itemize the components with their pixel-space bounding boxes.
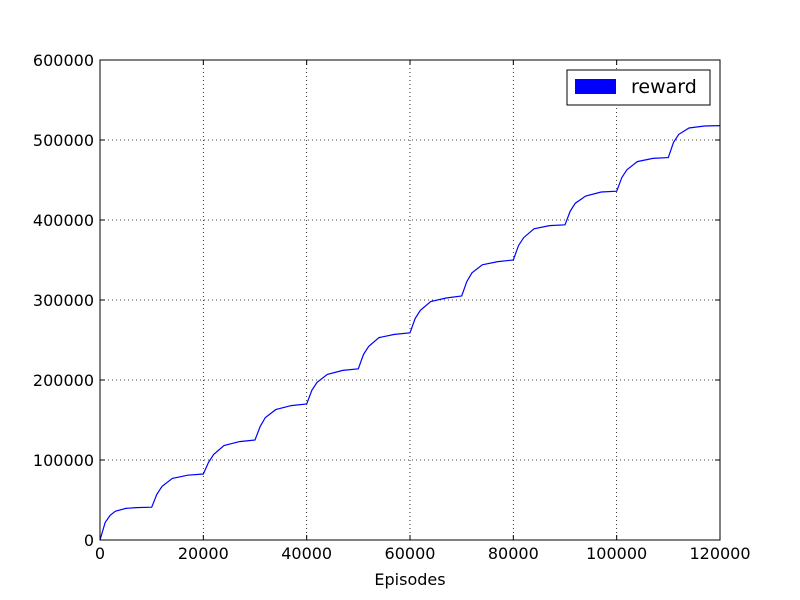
x-tick-label: 80000: [488, 544, 539, 563]
legend-swatch-reward: [575, 79, 616, 94]
y-tick-label: 0: [84, 531, 94, 550]
y-tick-label: 100000: [33, 451, 94, 470]
x-tick-label: 60000: [385, 544, 436, 563]
y-tick-label: 600000: [33, 51, 94, 70]
legend-label-reward: reward: [631, 76, 697, 98]
series-line-reward: [99, 125, 721, 541]
x-tick-label: 120000: [689, 544, 750, 563]
x-tick-label: 40000: [281, 544, 332, 563]
y-tick-label: 400000: [33, 211, 94, 230]
x-tick-label: 100000: [586, 544, 647, 563]
x-tick-label: 20000: [178, 544, 229, 563]
x-axis-title: Episodes: [374, 570, 445, 589]
x-tick-label: 0: [95, 544, 105, 563]
y-tick-label: 200000: [33, 371, 94, 390]
y-tick-label: 300000: [33, 291, 94, 310]
y-axis: 0 100000 200000 300000 400000 500000 600000: [33, 51, 720, 550]
y-tick-label: 500000: [33, 131, 94, 150]
grid: [100, 60, 720, 540]
x-axis: 0 20000 40000 60000 80000 100000 120000: [95, 60, 751, 563]
legend: reward: [566, 69, 711, 106]
